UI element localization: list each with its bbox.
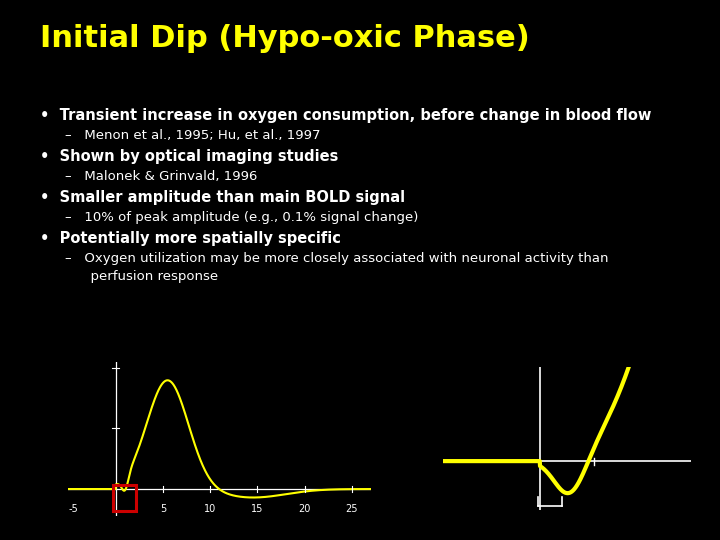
Text: 20: 20: [299, 504, 311, 514]
Text: •  Potentially more spatially specific: • Potentially more spatially specific: [40, 231, 341, 246]
Text: 10: 10: [204, 504, 216, 514]
Text: –   Malonek & Grinvald, 1996: – Malonek & Grinvald, 1996: [65, 170, 257, 183]
Text: •  Smaller amplitude than main BOLD signal: • Smaller amplitude than main BOLD signa…: [40, 190, 405, 205]
Text: 5: 5: [160, 504, 166, 514]
Text: perfusion response: perfusion response: [65, 270, 218, 283]
Text: –   Oxygen utilization may be more closely associated with neuronal activity tha: – Oxygen utilization may be more closely…: [65, 252, 608, 265]
Text: •  Transient increase in oxygen consumption, before change in blood flow: • Transient increase in oxygen consumpti…: [40, 108, 651, 123]
Text: –   Menon et al., 1995; Hu, et al., 1997: – Menon et al., 1995; Hu, et al., 1997: [65, 129, 320, 141]
Text: •  Shown by optical imaging studies: • Shown by optical imaging studies: [40, 149, 338, 164]
Text: -5: -5: [68, 504, 78, 514]
Text: Initial Dip (Hypo-oxic Phase): Initial Dip (Hypo-oxic Phase): [40, 24, 529, 53]
Text: 15: 15: [251, 504, 264, 514]
Text: 25: 25: [346, 504, 358, 514]
Text: –   10% of peak amplitude (e.g., 0.1% signal change): – 10% of peak amplitude (e.g., 0.1% sign…: [65, 211, 418, 224]
